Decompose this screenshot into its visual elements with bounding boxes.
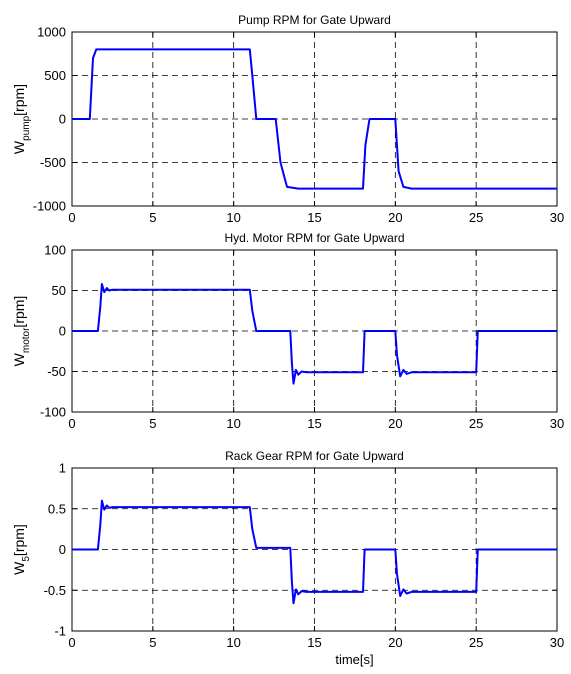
y-tick-label: -0.5 bbox=[44, 583, 66, 598]
x-tick-label: 10 bbox=[226, 416, 240, 431]
y-axis-label-unit: [rpm] bbox=[11, 84, 27, 116]
x-tick-label: 10 bbox=[226, 210, 240, 225]
y-axis-label-main: W bbox=[11, 352, 27, 366]
x-tick-label: 25 bbox=[469, 210, 483, 225]
y-tick-label: 1 bbox=[59, 461, 66, 476]
x-tick-label: 30 bbox=[550, 210, 564, 225]
y-axis-label: Wpump[rpm] bbox=[11, 84, 32, 154]
y-tick-label: -1000 bbox=[33, 199, 66, 214]
x-tick-label: 25 bbox=[469, 635, 483, 650]
y-axis-label-unit: [rpm] bbox=[11, 524, 27, 556]
chart-panel-2: 0 5 10 15 20 25 30 -100 -50 0 50 100 Hyd. Motor RPM … bbox=[11, 231, 564, 431]
y-axis-label-main: W bbox=[11, 140, 27, 154]
x-tick-label: 30 bbox=[550, 635, 564, 650]
y-tick-label: 0 bbox=[59, 112, 66, 127]
y-tick-label: -500 bbox=[40, 155, 66, 170]
x-tick-label: 10 bbox=[226, 635, 240, 650]
y-tick-label: 0.5 bbox=[48, 501, 66, 516]
x-tick-label: 20 bbox=[388, 210, 402, 225]
y-tick-label: 50 bbox=[52, 283, 66, 298]
chart-title: Rack Gear RPM for Gate Upward bbox=[225, 449, 404, 463]
y-axis-label: W5[rpm] bbox=[11, 524, 32, 575]
series-line bbox=[72, 283, 557, 385]
x-tick-label: 0 bbox=[68, 416, 75, 431]
y-tick-label: -50 bbox=[47, 364, 66, 379]
chart-title: Pump RPM for Gate Upward bbox=[238, 13, 391, 27]
y-tick-label: -1 bbox=[54, 624, 66, 639]
y-axis-label-unit: [rpm] bbox=[11, 296, 27, 328]
y-tick-label: -100 bbox=[40, 405, 66, 420]
y-tick-label: 1000 bbox=[37, 25, 66, 40]
series-line bbox=[72, 499, 557, 605]
x-tick-label: 30 bbox=[550, 416, 564, 431]
chart-panel-1: 0 5 10 15 20 25 30 -1000 -500 0 500 1000 Pump RPM fo… bbox=[11, 13, 564, 225]
x-tick-label: 20 bbox=[388, 416, 402, 431]
y-axis-label-subscript: pump bbox=[21, 115, 32, 140]
y-axis-label-main: W bbox=[11, 561, 27, 575]
chart-panel-3: 0 5 10 15 20 25 30 -1 -0.5 0 0.5 1 Rack Gear RPM for… bbox=[11, 449, 564, 667]
x-tick-label: 5 bbox=[149, 635, 156, 650]
x-axis-label: time[s] bbox=[335, 652, 373, 667]
y-axis-label: Wmotor[rpm] bbox=[11, 296, 32, 367]
x-tick-label: 25 bbox=[469, 416, 483, 431]
x-tick-label: 5 bbox=[149, 416, 156, 431]
x-tick-label: 5 bbox=[149, 210, 156, 225]
x-tick-label: 0 bbox=[68, 635, 75, 650]
x-tick-label: 20 bbox=[388, 635, 402, 650]
x-tick-label: 15 bbox=[307, 416, 321, 431]
series-line bbox=[72, 48, 557, 190]
x-tick-label: 15 bbox=[307, 635, 321, 650]
y-tick-label: 0 bbox=[59, 324, 66, 339]
chart-title: Hyd. Motor RPM for Gate Upward bbox=[224, 231, 404, 245]
y-axis-label-subscript: motor bbox=[21, 327, 32, 353]
x-tick-label: 0 bbox=[68, 210, 75, 225]
y-tick-label: 500 bbox=[44, 68, 66, 83]
x-tick-label: 15 bbox=[307, 210, 321, 225]
y-axis-label-subscript: 5 bbox=[21, 556, 32, 562]
y-tick-label: 100 bbox=[44, 243, 66, 258]
y-tick-label: 0 bbox=[59, 542, 66, 557]
